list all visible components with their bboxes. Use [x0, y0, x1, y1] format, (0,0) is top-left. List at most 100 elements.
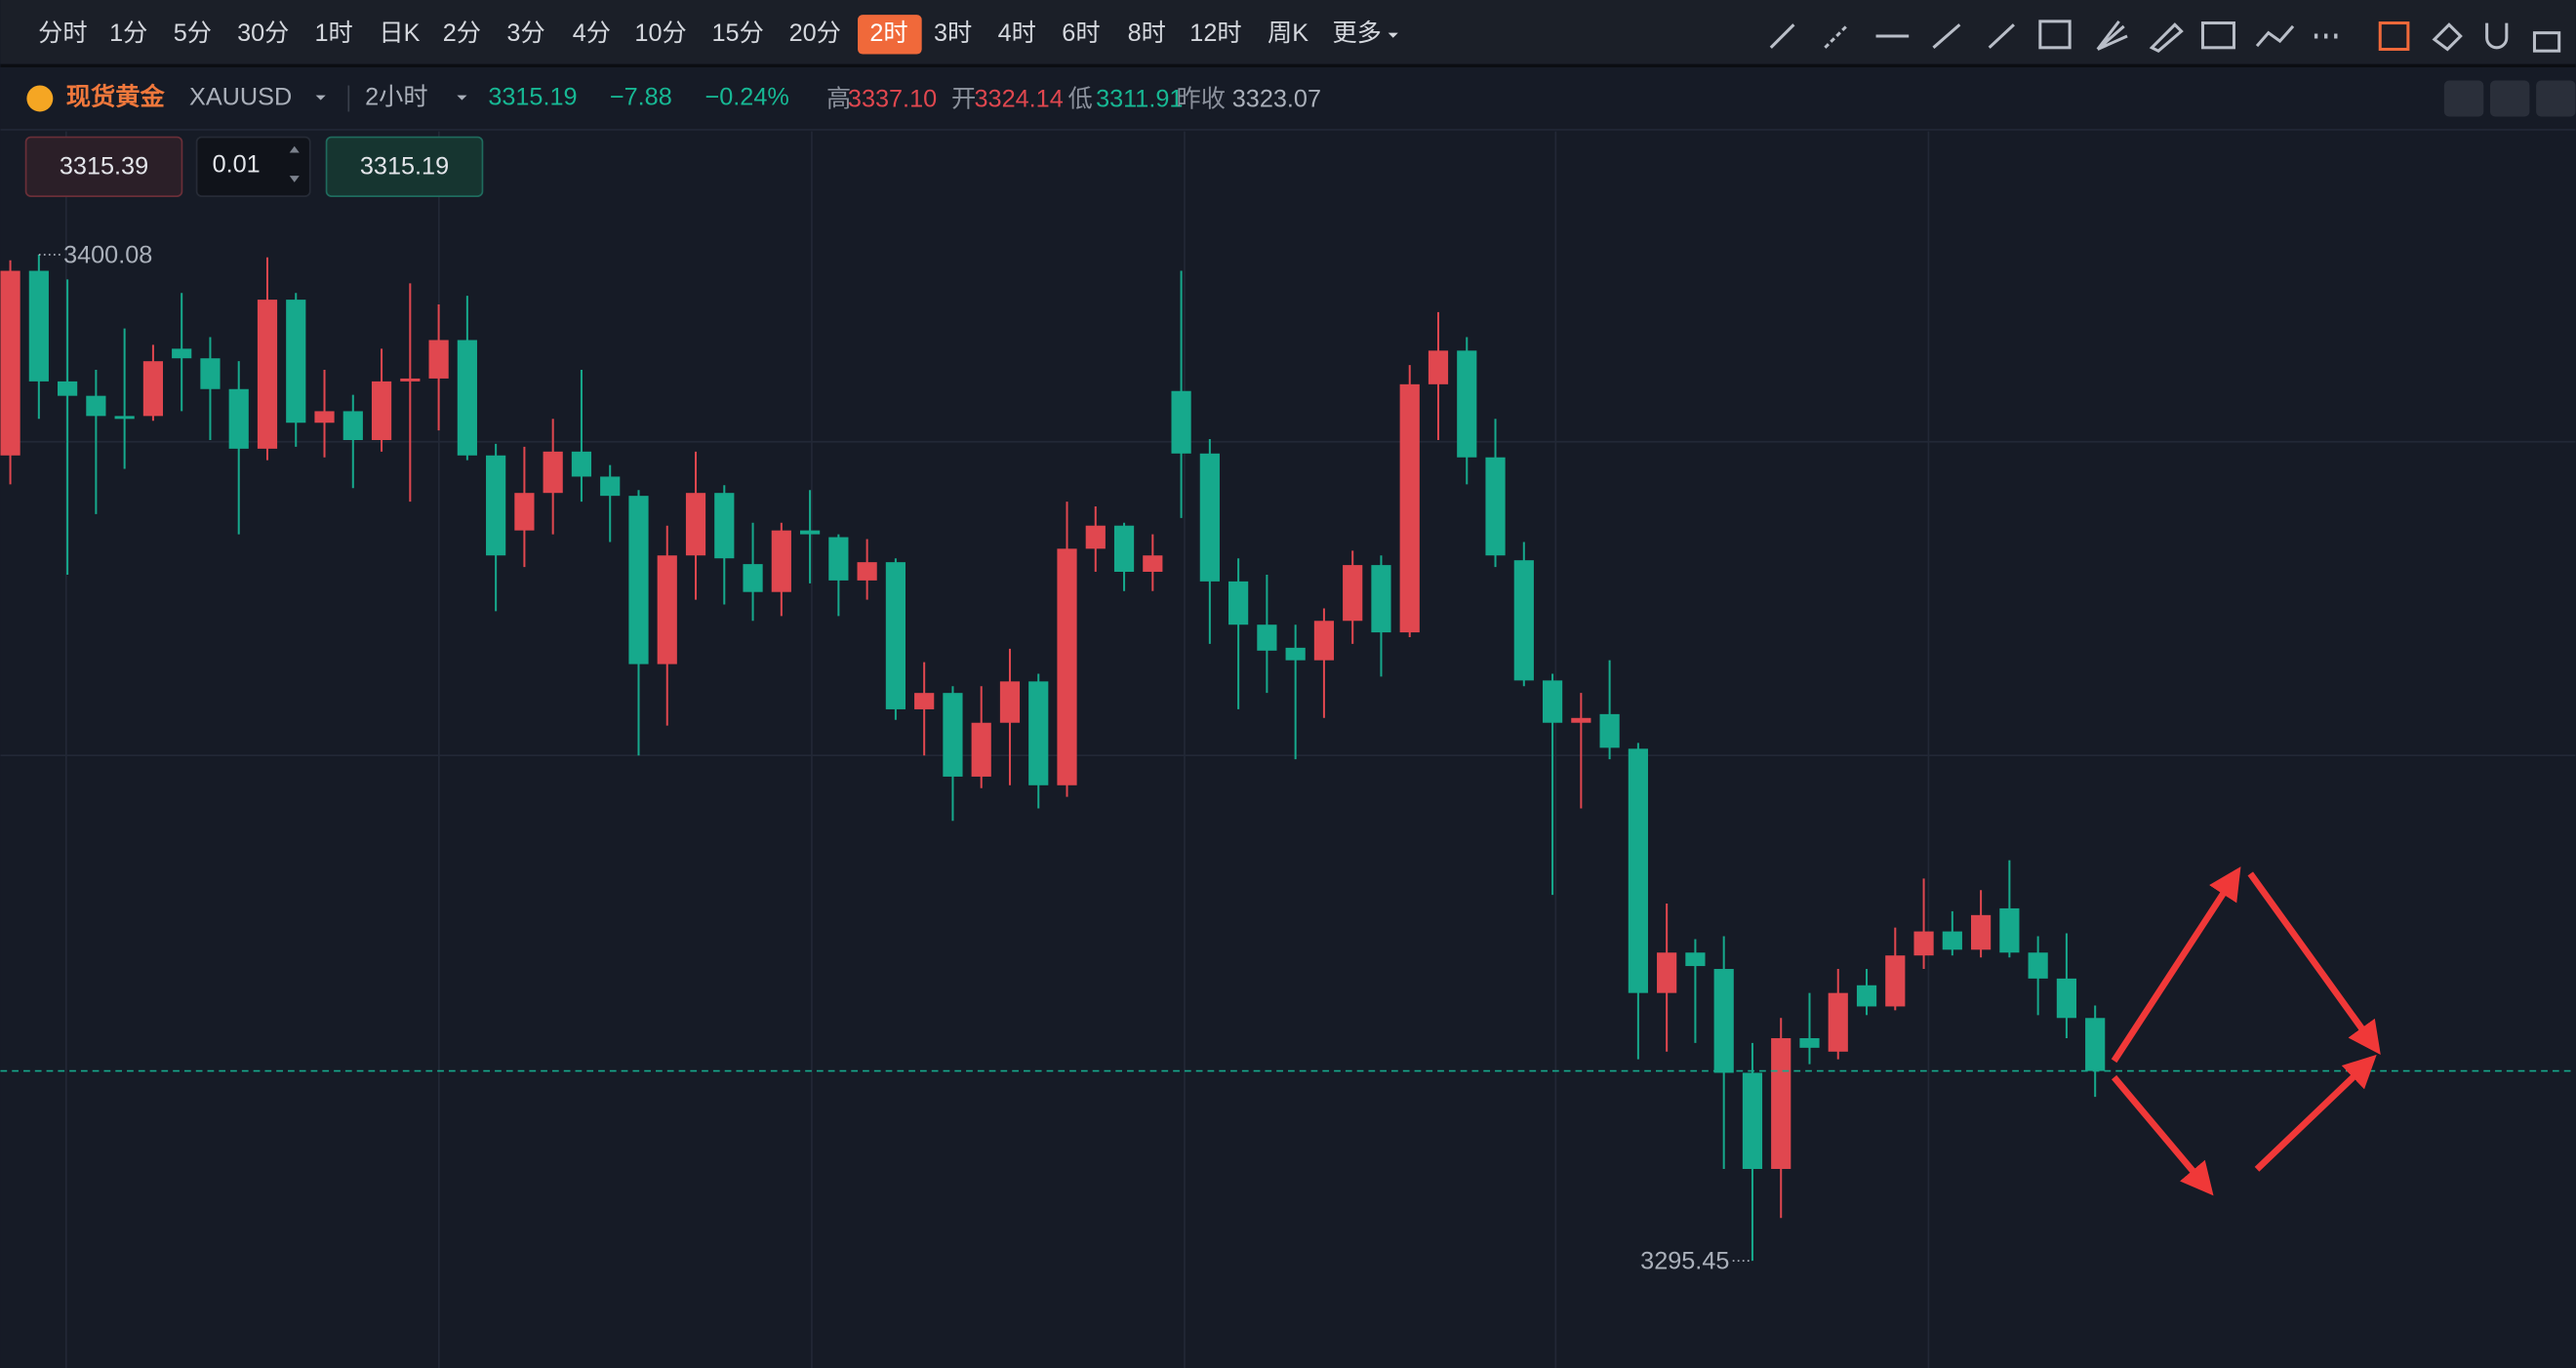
- candle-body: [571, 451, 592, 477]
- candle-body: [1285, 647, 1306, 661]
- candle-body: [1457, 350, 1477, 458]
- period-tab[interactable]: 4时: [998, 20, 1036, 47]
- symbol-code[interactable]: XAUUSD: [189, 84, 292, 111]
- period-tab[interactable]: 3时: [934, 20, 972, 47]
- candle-body: [1428, 350, 1449, 384]
- sell-button[interactable]: [24, 136, 183, 197]
- candle-body: [1199, 453, 1220, 582]
- period-tabs: 分时 1分 5分 30分 1时 日K 2分 3分 4分 10分 15分 20分 2时 3时 4时 6时 8时 12…: [38, 20, 1398, 47]
- stat-label: 开: [951, 85, 976, 112]
- candle-body: [1028, 681, 1049, 785]
- tool-image[interactable]: [2200, 21, 2235, 50]
- toolbar: [0, 0, 2576, 66]
- candle-body: [1913, 931, 1934, 956]
- period-tab[interactable]: 2分: [443, 20, 481, 47]
- sell-price[interactable]: 3315.39: [60, 152, 148, 180]
- period-tab[interactable]: 2时: [869, 20, 907, 47]
- candle-body: [628, 496, 649, 664]
- candle-body: [771, 530, 791, 592]
- interval[interactable]: 2小时: [365, 84, 428, 111]
- candle-body: [228, 388, 249, 449]
- candle-body: [799, 530, 821, 535]
- candle-body: [1513, 560, 1534, 681]
- high-label: 3400.08: [63, 241, 152, 268]
- tool-pen[interactable]: [1988, 23, 2015, 49]
- period-tab[interactable]: 8时: [1128, 20, 1166, 47]
- candle-body: [286, 300, 306, 423]
- period-tab[interactable]: 3分: [506, 20, 544, 47]
- period-tab[interactable]: 1时: [314, 20, 352, 47]
- symbol-name[interactable]: 现货黄金: [66, 83, 166, 111]
- candle-body: [1143, 555, 1163, 573]
- candle-body: [828, 537, 849, 581]
- period-tab[interactable]: 1分: [109, 20, 147, 47]
- lots[interactable]: 0.01: [213, 151, 261, 179]
- period-tab[interactable]: 10分: [634, 20, 686, 47]
- candle-body: [1399, 383, 1420, 633]
- candle-body: [428, 340, 449, 379]
- arrow: [2111, 866, 2241, 1064]
- arrow: [2112, 1074, 2214, 1196]
- candle-body: [1999, 907, 2020, 953]
- period-tab[interactable]: 20分: [789, 20, 841, 47]
- candle-body: [172, 348, 192, 359]
- period-tab[interactable]: 更多: [1332, 20, 1381, 47]
- period-tab[interactable]: 4分: [573, 20, 611, 47]
- candle-body: [1485, 457, 1506, 556]
- period-tab[interactable]: 5分: [174, 20, 212, 47]
- period-highlight: [858, 15, 922, 55]
- candle-body: [114, 416, 135, 420]
- candle-body: [86, 395, 106, 417]
- period-tab[interactable]: 15分: [712, 20, 764, 47]
- candle-body: [1343, 565, 1363, 622]
- buy-price[interactable]: 3315.19: [360, 152, 449, 180]
- tool-marker[interactable]: [2149, 22, 2184, 53]
- tool-chart[interactable]: [2255, 24, 2295, 48]
- candle-body: [1057, 548, 1077, 785]
- tool-fan[interactable]: [2096, 20, 2128, 51]
- tool-fib[interactable]: [2038, 20, 2072, 50]
- caret: [315, 95, 326, 101]
- caret: [457, 95, 467, 101]
- period-tab[interactable]: 分时: [38, 20, 87, 47]
- candle-body: [1628, 748, 1648, 993]
- period-tab[interactable]: 6时: [1062, 20, 1100, 47]
- period-tab[interactable]: 30分: [237, 20, 289, 47]
- period-tab[interactable]: 日K: [379, 20, 420, 47]
- candle-body: [1742, 1072, 1763, 1170]
- tool-line[interactable]: [1932, 23, 1961, 49]
- candle-body: [257, 300, 278, 449]
- candle-body: [1228, 581, 1249, 625]
- symbol-icon: [26, 85, 54, 112]
- candle-body: [1113, 525, 1135, 573]
- control[interactable]: [2536, 80, 2576, 117]
- candle-body: [943, 693, 963, 777]
- candle-body: [1856, 985, 1877, 1007]
- tool-edit[interactable]: [2378, 21, 2410, 52]
- control[interactable]: [2443, 80, 2484, 117]
- lots-input[interactable]: [195, 136, 311, 197]
- tool-eraser[interactable]: [2432, 22, 2463, 52]
- tool-segment[interactable]: [1824, 23, 1849, 49]
- candle-body: [0, 270, 20, 456]
- candle-body: [1657, 952, 1677, 993]
- stat-label: 昨收: [1177, 85, 1226, 112]
- tool-magnet[interactable]: [2485, 22, 2509, 50]
- candle-body: [457, 340, 477, 456]
- candle-body: [1713, 969, 1734, 1073]
- tool-ray[interactable]: [1769, 23, 1795, 49]
- candle-body: [600, 476, 621, 497]
- candle-body: [342, 411, 363, 440]
- control[interactable]: [2490, 80, 2530, 117]
- candle-body: [685, 493, 706, 556]
- period-tab[interactable]: 周K: [1268, 20, 1308, 47]
- caret: [1388, 32, 1398, 38]
- tool-lock[interactable]: [2532, 31, 2561, 53]
- period-tab[interactable]: 12时: [1189, 20, 1241, 47]
- buy-button[interactable]: [325, 136, 484, 197]
- candle-body: [486, 455, 506, 556]
- candle-body: [200, 358, 221, 389]
- candle-body: [1085, 525, 1106, 549]
